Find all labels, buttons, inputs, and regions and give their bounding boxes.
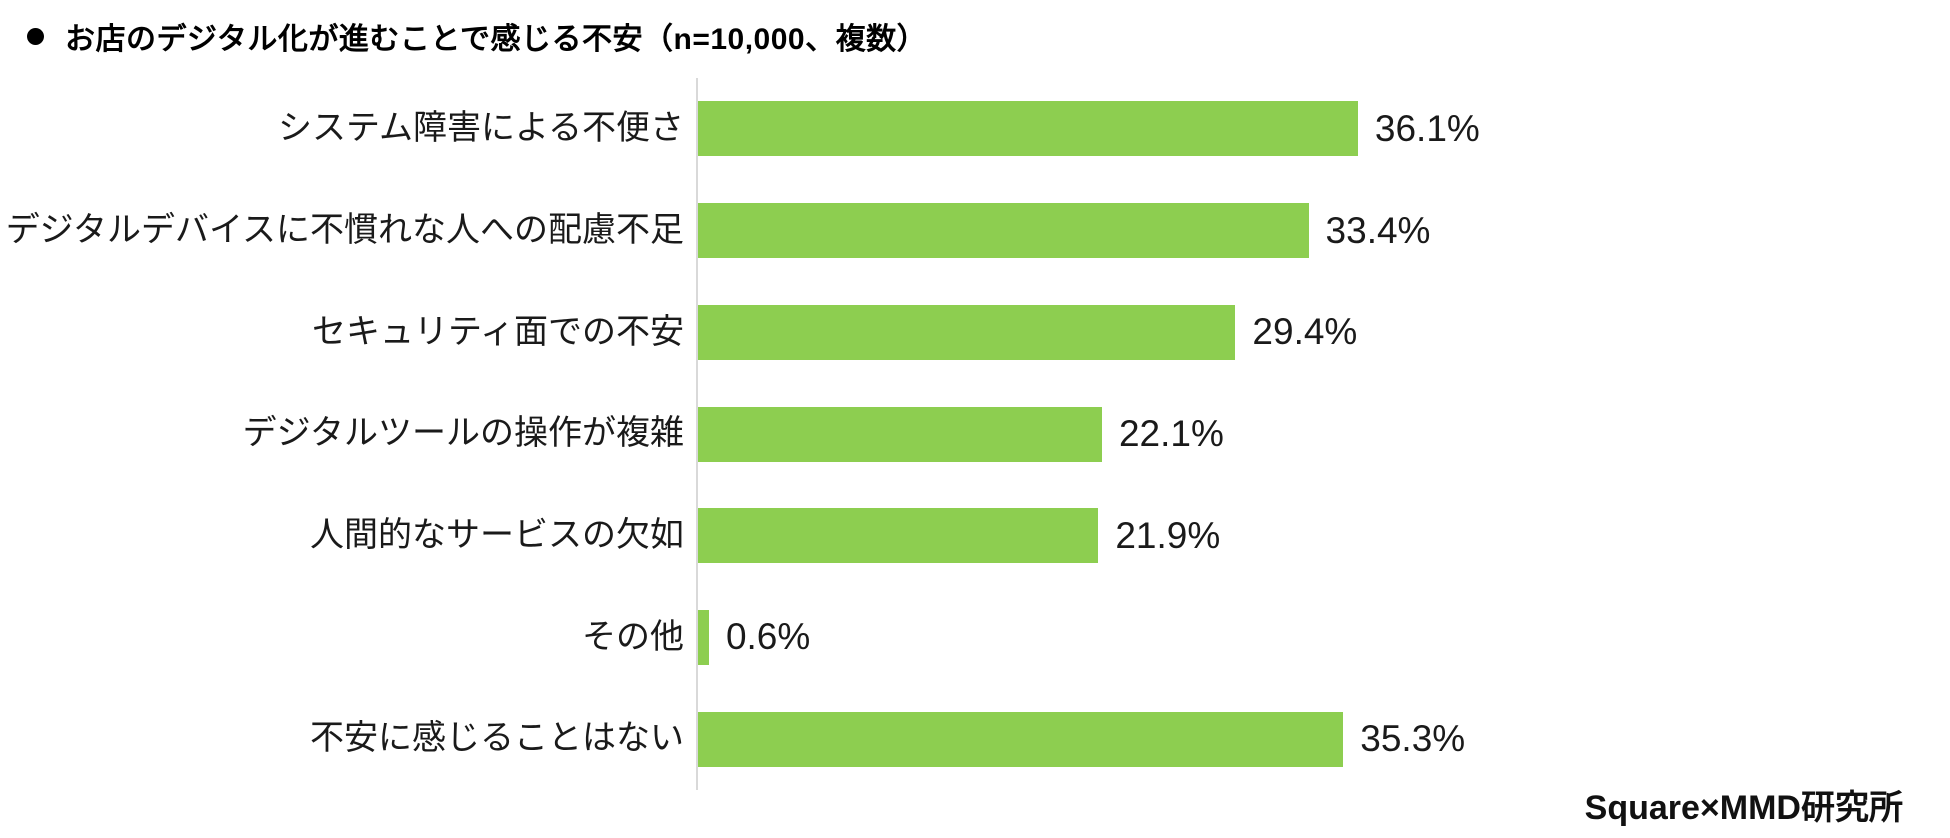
bar (698, 203, 1309, 259)
source-attribution: Square×MMD研究所 (1584, 789, 1903, 827)
chart-title: お店のデジタル化が進むことで感じる不安（n=10,000、複数） (65, 23, 928, 56)
category-label: デジタルツールの操作が複雑 (242, 414, 684, 453)
bar-row: システム障害による不便さ 36.1% (0, 78, 1950, 180)
bar-area: 0.6% (698, 587, 1950, 689)
bar-row: セキュリティ面での不安 29.4% (0, 281, 1950, 383)
bar-area: 29.4% (698, 281, 1950, 383)
bar-area: 21.9% (698, 485, 1950, 587)
category-label: セキュリティ面での不安 (312, 312, 684, 351)
bar-row: デジタルツールの操作が複雑 22.1% (0, 383, 1950, 485)
value-label: 36.1% (1374, 107, 1480, 149)
bar-row: 不安に感じることはない 35.3% (0, 688, 1950, 790)
bar-row: 人間的なサービスの欠如 21.9% (0, 485, 1950, 587)
category-label: その他 (582, 617, 684, 656)
bar (698, 304, 1236, 360)
category-label: デジタルデバイスに不慣れな人への配慮不足 (5, 210, 684, 249)
value-label: 21.9% (1115, 514, 1221, 556)
value-label: 0.6% (725, 616, 811, 658)
bar-area: 33.4% (698, 180, 1950, 282)
bar (698, 508, 1099, 564)
category-label: 不安に感じることはない (310, 719, 684, 758)
bar-area: 22.1% (698, 383, 1950, 485)
bar (698, 609, 709, 665)
y-axis-line (696, 78, 698, 790)
bar-area: 36.1% (698, 78, 1950, 180)
title-row: お店のデジタル化が進むことで感じる不安（n=10,000、複数） (27, 14, 927, 58)
bar-row: デジタルデバイスに不慣れな人への配慮不足 33.4% (0, 180, 1950, 282)
bar (698, 406, 1102, 462)
category-label: 人間的なサービスの欠如 (310, 516, 684, 555)
bullet-icon (27, 27, 44, 45)
bar-area: 35.3% (698, 688, 1950, 790)
category-label: システム障害による不便さ (278, 109, 684, 148)
value-label: 35.3% (1360, 718, 1466, 760)
bar-chart: システム障害による不便さ 36.1% デジタルデバイスに不慣れな人への配慮不足 … (0, 78, 1950, 790)
value-label: 22.1% (1118, 413, 1224, 455)
bar-row: その他 0.6% (0, 587, 1950, 689)
value-label: 33.4% (1325, 209, 1431, 251)
bar (698, 711, 1344, 767)
bar (698, 101, 1358, 157)
value-label: 29.4% (1252, 311, 1358, 353)
